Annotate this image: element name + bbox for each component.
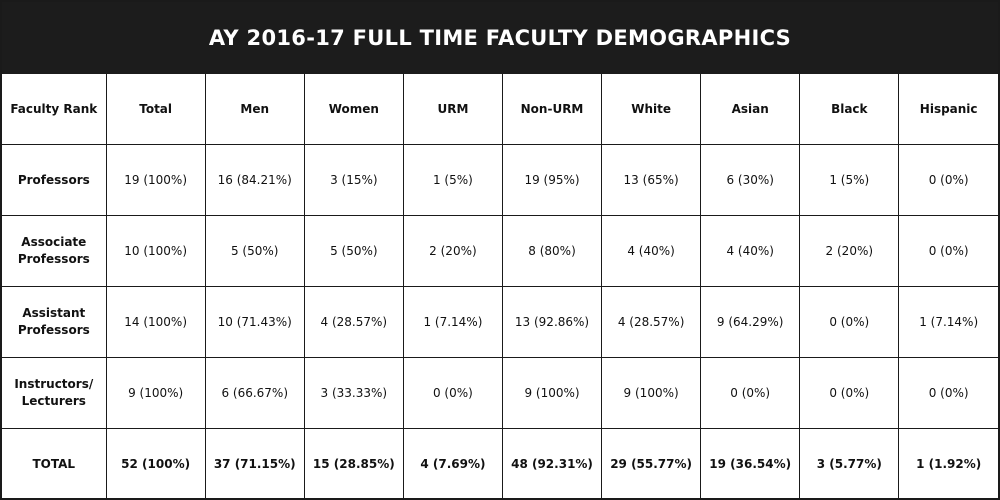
cell-urm: 1 (5%) bbox=[402, 144, 503, 216]
cell-non-urm: 13 (92.86%) bbox=[501, 286, 603, 358]
cell-white: 9 (100%) bbox=[601, 357, 702, 429]
cell-asian: 6 (30%) bbox=[700, 144, 801, 216]
cell-white: 4 (28.57%) bbox=[601, 286, 702, 358]
cell-total: 19 (100%) bbox=[105, 144, 206, 216]
cell-women: 5 (50%) bbox=[303, 215, 404, 287]
cell-men: 16 (84.21%) bbox=[204, 144, 305, 216]
cell-men: 10 (71.43%) bbox=[204, 286, 305, 358]
header-white: White bbox=[601, 74, 702, 145]
cell-urm: 0 (0%) bbox=[402, 357, 503, 429]
cell-white: 29 (55.77%) bbox=[601, 428, 702, 499]
rank-label: Professors bbox=[17, 172, 90, 187]
header-row: Faculty Rank Total Men Women URM Non-URM… bbox=[2, 74, 998, 145]
rank-cell: Professors bbox=[2, 144, 107, 216]
cell-men: 5 (50%) bbox=[204, 215, 305, 287]
cell-asian: 4 (40%) bbox=[700, 215, 801, 287]
rank-label: Associate Professors bbox=[17, 235, 90, 266]
rank-cell: TOTAL bbox=[2, 428, 107, 499]
table-row-instructors-lecturers: Instructors/ Lecturers 9 (100%) 6 (66.67… bbox=[2, 357, 998, 429]
cell-hispanic: 0 (0%) bbox=[898, 215, 998, 287]
table-row-associate-professors: Associate Professors 10 (100%) 5 (50%) 5… bbox=[2, 215, 998, 287]
cell-hispanic: 1 (7.14%) bbox=[898, 286, 998, 358]
cell-total: 52 (100%) bbox=[105, 428, 206, 499]
cell-total: 14 (100%) bbox=[105, 286, 206, 358]
cell-black: 0 (0%) bbox=[799, 357, 900, 429]
cell-urm: 1 (7.14%) bbox=[402, 286, 503, 358]
cell-asian: 19 (36.54%) bbox=[700, 428, 801, 499]
header-men: Men bbox=[204, 74, 305, 145]
cell-urm: 4 (7.69%) bbox=[402, 428, 503, 499]
cell-hispanic: 0 (0%) bbox=[898, 144, 998, 216]
cell-non-urm: 9 (100%) bbox=[501, 357, 603, 429]
cell-non-urm: 48 (92.31%) bbox=[501, 428, 603, 499]
cell-women: 3 (15%) bbox=[303, 144, 404, 216]
rank-label: Assistant Professors bbox=[17, 306, 90, 337]
header-black: Black bbox=[799, 74, 900, 145]
demographics-table: Faculty Rank Total Men Women URM Non-URM… bbox=[2, 74, 998, 499]
cell-men: 37 (71.15%) bbox=[204, 428, 305, 499]
cell-white: 4 (40%) bbox=[601, 215, 702, 287]
header-women: Women bbox=[303, 74, 404, 145]
cell-white: 13 (65%) bbox=[601, 144, 702, 216]
cell-total: 10 (100%) bbox=[105, 215, 206, 287]
header-urm: URM bbox=[402, 74, 503, 145]
cell-men: 6 (66.67%) bbox=[204, 357, 305, 429]
header-faculty-rank: Faculty Rank bbox=[2, 74, 107, 145]
header-total: Total bbox=[105, 74, 206, 145]
rank-cell: Assistant Professors bbox=[2, 286, 107, 358]
rank-label: TOTAL bbox=[32, 456, 76, 471]
header-non-urm: Non-URM bbox=[501, 74, 603, 145]
table-row-assistant-professors: Assistant Professors 14 (100%) 10 (71.43… bbox=[2, 286, 998, 358]
cell-black: 2 (20%) bbox=[799, 215, 900, 287]
header-asian: Asian bbox=[700, 74, 801, 145]
rank-cell: Associate Professors bbox=[2, 215, 107, 287]
cell-women: 15 (28.85%) bbox=[303, 428, 404, 499]
cell-asian: 0 (0%) bbox=[700, 357, 801, 429]
cell-non-urm: 19 (95%) bbox=[501, 144, 603, 216]
cell-urm: 2 (20%) bbox=[402, 215, 503, 287]
rank-cell: Instructors/ Lecturers bbox=[2, 357, 107, 429]
cell-hispanic: 0 (0%) bbox=[898, 357, 998, 429]
cell-black: 3 (5.77%) bbox=[799, 428, 900, 499]
cell-hispanic: 1 (1.92%) bbox=[898, 428, 998, 499]
cell-black: 1 (5%) bbox=[799, 144, 900, 216]
table-row-professors: Professors 19 (100%) 16 (84.21%) 3 (15%)… bbox=[2, 144, 998, 216]
rank-label: Instructors/ Lecturers bbox=[14, 377, 94, 408]
cell-total: 9 (100%) bbox=[105, 357, 206, 429]
table-title: AY 2016-17 FULL TIME FACULTY DEMOGRAPHIC… bbox=[2, 2, 998, 74]
cell-asian: 9 (64.29%) bbox=[700, 286, 801, 358]
cell-women: 4 (28.57%) bbox=[303, 286, 404, 358]
header-hispanic: Hispanic bbox=[898, 74, 998, 145]
cell-non-urm: 8 (80%) bbox=[501, 215, 603, 287]
cell-women: 3 (33.33%) bbox=[303, 357, 404, 429]
cell-black: 0 (0%) bbox=[799, 286, 900, 358]
table-row-total: TOTAL 52 (100%) 37 (71.15%) 15 (28.85%) … bbox=[2, 428, 998, 499]
